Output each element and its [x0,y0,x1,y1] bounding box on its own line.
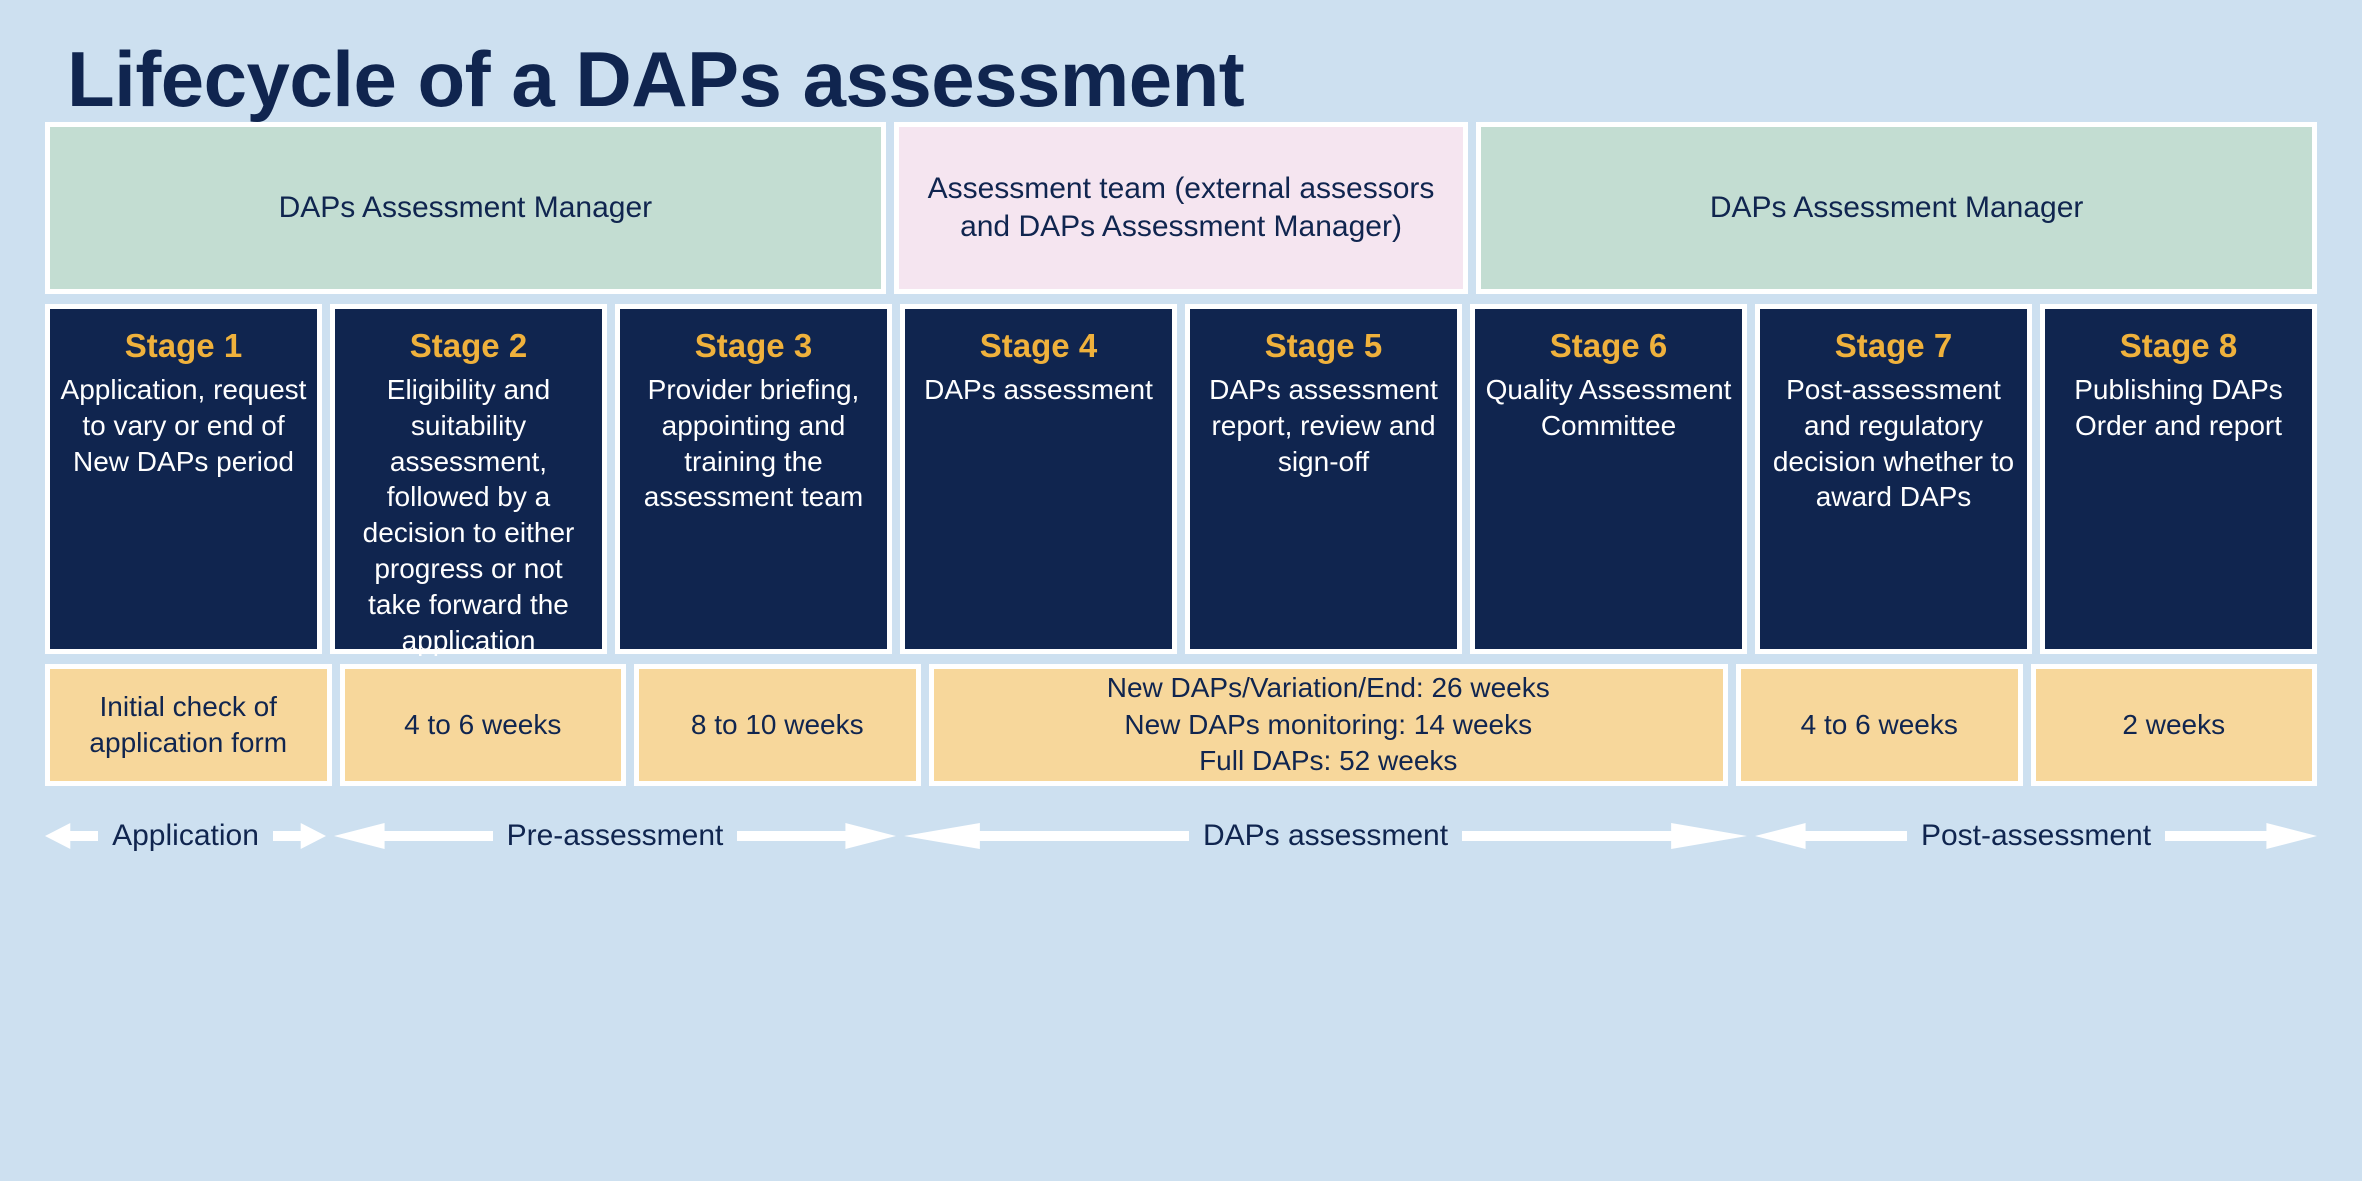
column-gap [1468,122,1476,294]
stage-number-label: Stage 6 [1549,327,1668,364]
stage-number-label: Stage 3 [694,327,813,364]
column-gap [921,664,929,786]
stage-card-5[interactable]: Stage 5 DAPs assessment report, review an… [1185,304,1462,654]
duration-row: Initial check of application form 4 to 6 … [45,664,2317,786]
phase-label: DAPs assessment [1188,821,1463,851]
stage-card-3[interactable]: Stage 3 Provider briefing, appointing and… [615,304,892,654]
duration-box-6: 2 weeks [2030,664,2317,786]
phase-arrow-4: Post-assessment [1755,810,2317,862]
phase-label: Application [98,821,273,851]
stage-description: Provider briefing, appointing and traini… [643,373,864,513]
duration-label: 4 to 6 weeks [404,708,562,740]
phase-arrow-1: Application [45,810,326,862]
duration-label: 2 weeks [2122,708,2226,740]
stage-card-8[interactable]: Stage 8 Publishing DAPs Order and report [2040,304,2317,654]
column-gap [1747,304,1755,654]
duration-box-2: 4 to 6 weeks [339,664,626,786]
stage-card-4[interactable]: Stage 4 DAPs assessment [900,304,1177,654]
column-gap [607,304,615,654]
owner-band-1: DAPs Assessment Manager [45,122,886,294]
phase-arrow-row: Application Pre-assessment DAPs assessment… [45,800,2317,872]
stage-number-label: Stage 2 [409,327,528,364]
stage-card-row: Stage 1 Application, request to vary or e… [45,304,2317,656]
stage-number-label: Stage 8 [2119,327,2238,364]
owner-band-3: DAPs Assessment Manager [1476,122,2317,294]
duration-label: 8 to 10 weeks [690,708,864,740]
duration-label: 4 to 6 weeks [1800,708,1958,740]
phase-label: Post-assessment [1906,821,2166,851]
column-gap [322,304,330,654]
page-title: Lifecycle of a DAPs assessment [67,35,1245,123]
stage-card-1[interactable]: Stage 1 Application, request to vary or e… [45,304,322,654]
stage-description: DAPs assessment [924,373,1153,405]
stage-description: Post-assessment and regulatory decision … [1772,373,2015,513]
stage-number-label: Stage 5 [1264,327,1383,364]
duration-box-5: 4 to 6 weeks [1736,664,2023,786]
column-gap [892,304,900,654]
stage-description: Quality Assessment Committee [1485,373,1732,441]
column-gap [626,664,634,786]
stage-number-label: Stage 1 [124,327,243,364]
column-gap [332,664,340,786]
duration-box-3: 8 to 10 weeks [634,664,921,786]
stage-description: DAPs assessment report, review and sign-… [1209,373,1438,477]
stage-description: Application, request to vary or end of N… [60,373,307,477]
owner-band-2: Assessment team (external assessors and … [893,122,1469,294]
owner-band-label: DAPs Assessment Manager [278,190,653,224]
column-gap [1728,664,1736,786]
owner-band-label: Assessment team (external assessors and … [927,171,1435,243]
duration-box-4: New DAPs/Variation/End: 26 weeks New DAP… [928,664,1728,786]
duration-label: New DAPs/Variation/End: 26 weeks New DAP… [1106,672,1550,777]
phase-arrow-2: Pre-assessment [334,810,896,862]
column-gap [2023,664,2031,786]
stage-number-label: Stage 7 [1834,327,1953,364]
stage-description: Publishing DAPs Order and report [2074,373,2283,441]
stage-description: Eligibility and suitability assessment, … [362,373,575,656]
phase-label: Pre-assessment [492,821,738,851]
column-gap [886,122,894,294]
stage-card-7[interactable]: Stage 7 Post-assessment and regulatory de… [1755,304,2032,654]
column-gap [1177,304,1185,654]
column-gap [1462,304,1470,654]
stage-number-label: Stage 4 [979,327,1098,364]
owner-band-label: DAPs Assessment Manager [1709,190,2084,224]
duration-label: Initial check of application form [89,690,288,758]
stage-card-6[interactable]: Stage 6 Quality Assessment Committee [1470,304,1747,654]
duration-box-1: Initial check of application form [45,664,332,786]
owner-band-row: DAPs Assessment Manager Assessment team (… [45,122,2317,294]
stage-card-2[interactable]: Stage 2 Eligibility and suitability asses… [330,304,607,656]
phase-arrow-3: DAPs assessment [904,810,1747,862]
column-gap [2032,304,2040,654]
